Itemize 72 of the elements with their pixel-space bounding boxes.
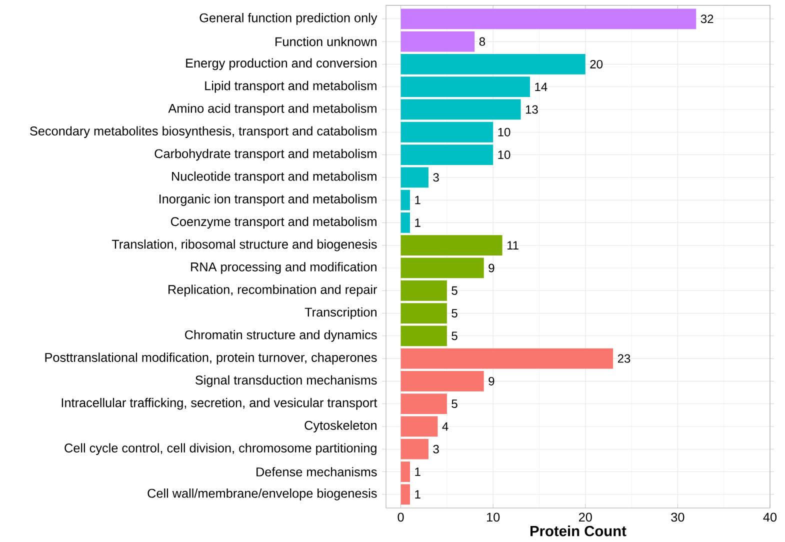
data-label: 9: [488, 376, 494, 386]
data-label: 3: [433, 173, 439, 182]
bar: [400, 167, 428, 188]
data-label: 9: [488, 264, 494, 272]
data-label: 10: [498, 150, 510, 160]
data-label: 8: [479, 37, 486, 46]
y-tick-label: Replication, recombination and repair: [168, 284, 378, 297]
data-label: 1: [415, 218, 420, 227]
bar: [400, 99, 521, 120]
bar: [400, 303, 447, 324]
x-tick-label: 20: [578, 512, 592, 522]
bar: [400, 122, 494, 142]
bar: [400, 438, 428, 460]
y-tick-label: General function prediction only: [200, 13, 378, 25]
y-tick-label: Amino acid transport and metabolism: [168, 104, 376, 116]
y-tick-label: Energy production and conversion: [186, 58, 376, 70]
y-tick-label: Cell wall/membrane/envelope biogenesis: [148, 488, 377, 500]
y-tick-label: Nucleotide transport and metabolism: [172, 172, 376, 184]
bar: [400, 235, 502, 256]
bar: [400, 462, 410, 482]
data-label: 1: [415, 490, 420, 499]
bar: [400, 144, 494, 165]
y-tick-label: Transcription: [304, 307, 376, 320]
data-label: 20: [590, 60, 603, 68]
y-tick-label: RNA processing and modification: [191, 262, 376, 274]
data-label: 10: [498, 128, 510, 136]
data-label: 5: [452, 332, 458, 340]
bar: [400, 54, 586, 74]
x-tick-label: 30: [671, 512, 684, 522]
bar: [400, 212, 410, 233]
data-label: 1: [415, 196, 420, 204]
bar: [400, 348, 614, 369]
data-label: 32: [700, 14, 714, 24]
bar: [400, 371, 484, 392]
bar: [400, 280, 447, 301]
bar: [400, 394, 447, 414]
data-label: 5: [452, 400, 458, 408]
y-tick-label: Translation, ribosomal structure and biogenesis: [112, 239, 377, 252]
y-tick-label: Lipid transport and metabolism: [205, 80, 376, 93]
y-tick-label: Carbohydrate transport and metabolism: [154, 148, 376, 161]
data-label: 14: [535, 82, 548, 91]
x-tick-label: 0: [398, 512, 404, 522]
bar: [400, 76, 530, 98]
y-tick-label: Inorganic ion transport and metabolism: [159, 194, 376, 206]
data-label: 3: [433, 444, 439, 454]
data-label: 5: [452, 286, 458, 295]
bar: [400, 416, 438, 437]
bar: [400, 258, 484, 278]
data-label: 4: [442, 422, 448, 431]
bar: [400, 8, 696, 30]
x-axis-title: Protein Count: [530, 525, 626, 536]
bar: [400, 31, 475, 52]
y-tick-label: Intracellular trafficking, secretion, and vesicular transport: [62, 398, 378, 410]
data-label: 1: [415, 468, 420, 476]
data-label: 5: [452, 309, 458, 318]
x-tick-label: 10: [486, 512, 500, 522]
y-tick-label: Chromatin structure and dynamics: [185, 330, 377, 342]
y-tick-label: Coenzyme transport and metabolism: [170, 216, 376, 229]
data-label: 11: [507, 241, 518, 250]
bar: [400, 190, 410, 210]
y-tick-label: Secondary metabolites biosynthesis, transport and catabolism: [30, 126, 376, 138]
bar: [400, 326, 447, 346]
x-tick-label: 40: [763, 512, 777, 522]
y-tick-label: Posttranslational modification, protein turnover, chaperones: [45, 352, 377, 364]
data-label: 23: [618, 354, 630, 363]
y-tick-label: Function unknown: [276, 36, 376, 46]
data-label: 13: [526, 105, 538, 114]
y-tick-label: Signal transduction mechanisms: [196, 375, 377, 388]
y-tick-label: Cell cycle control, cell division, chromosome partitioning: [64, 443, 376, 456]
bar: [400, 484, 410, 505]
y-tick-label: Cytoskeleton: [304, 420, 376, 432]
y-tick-label: Defense mechanisms: [256, 467, 377, 476]
